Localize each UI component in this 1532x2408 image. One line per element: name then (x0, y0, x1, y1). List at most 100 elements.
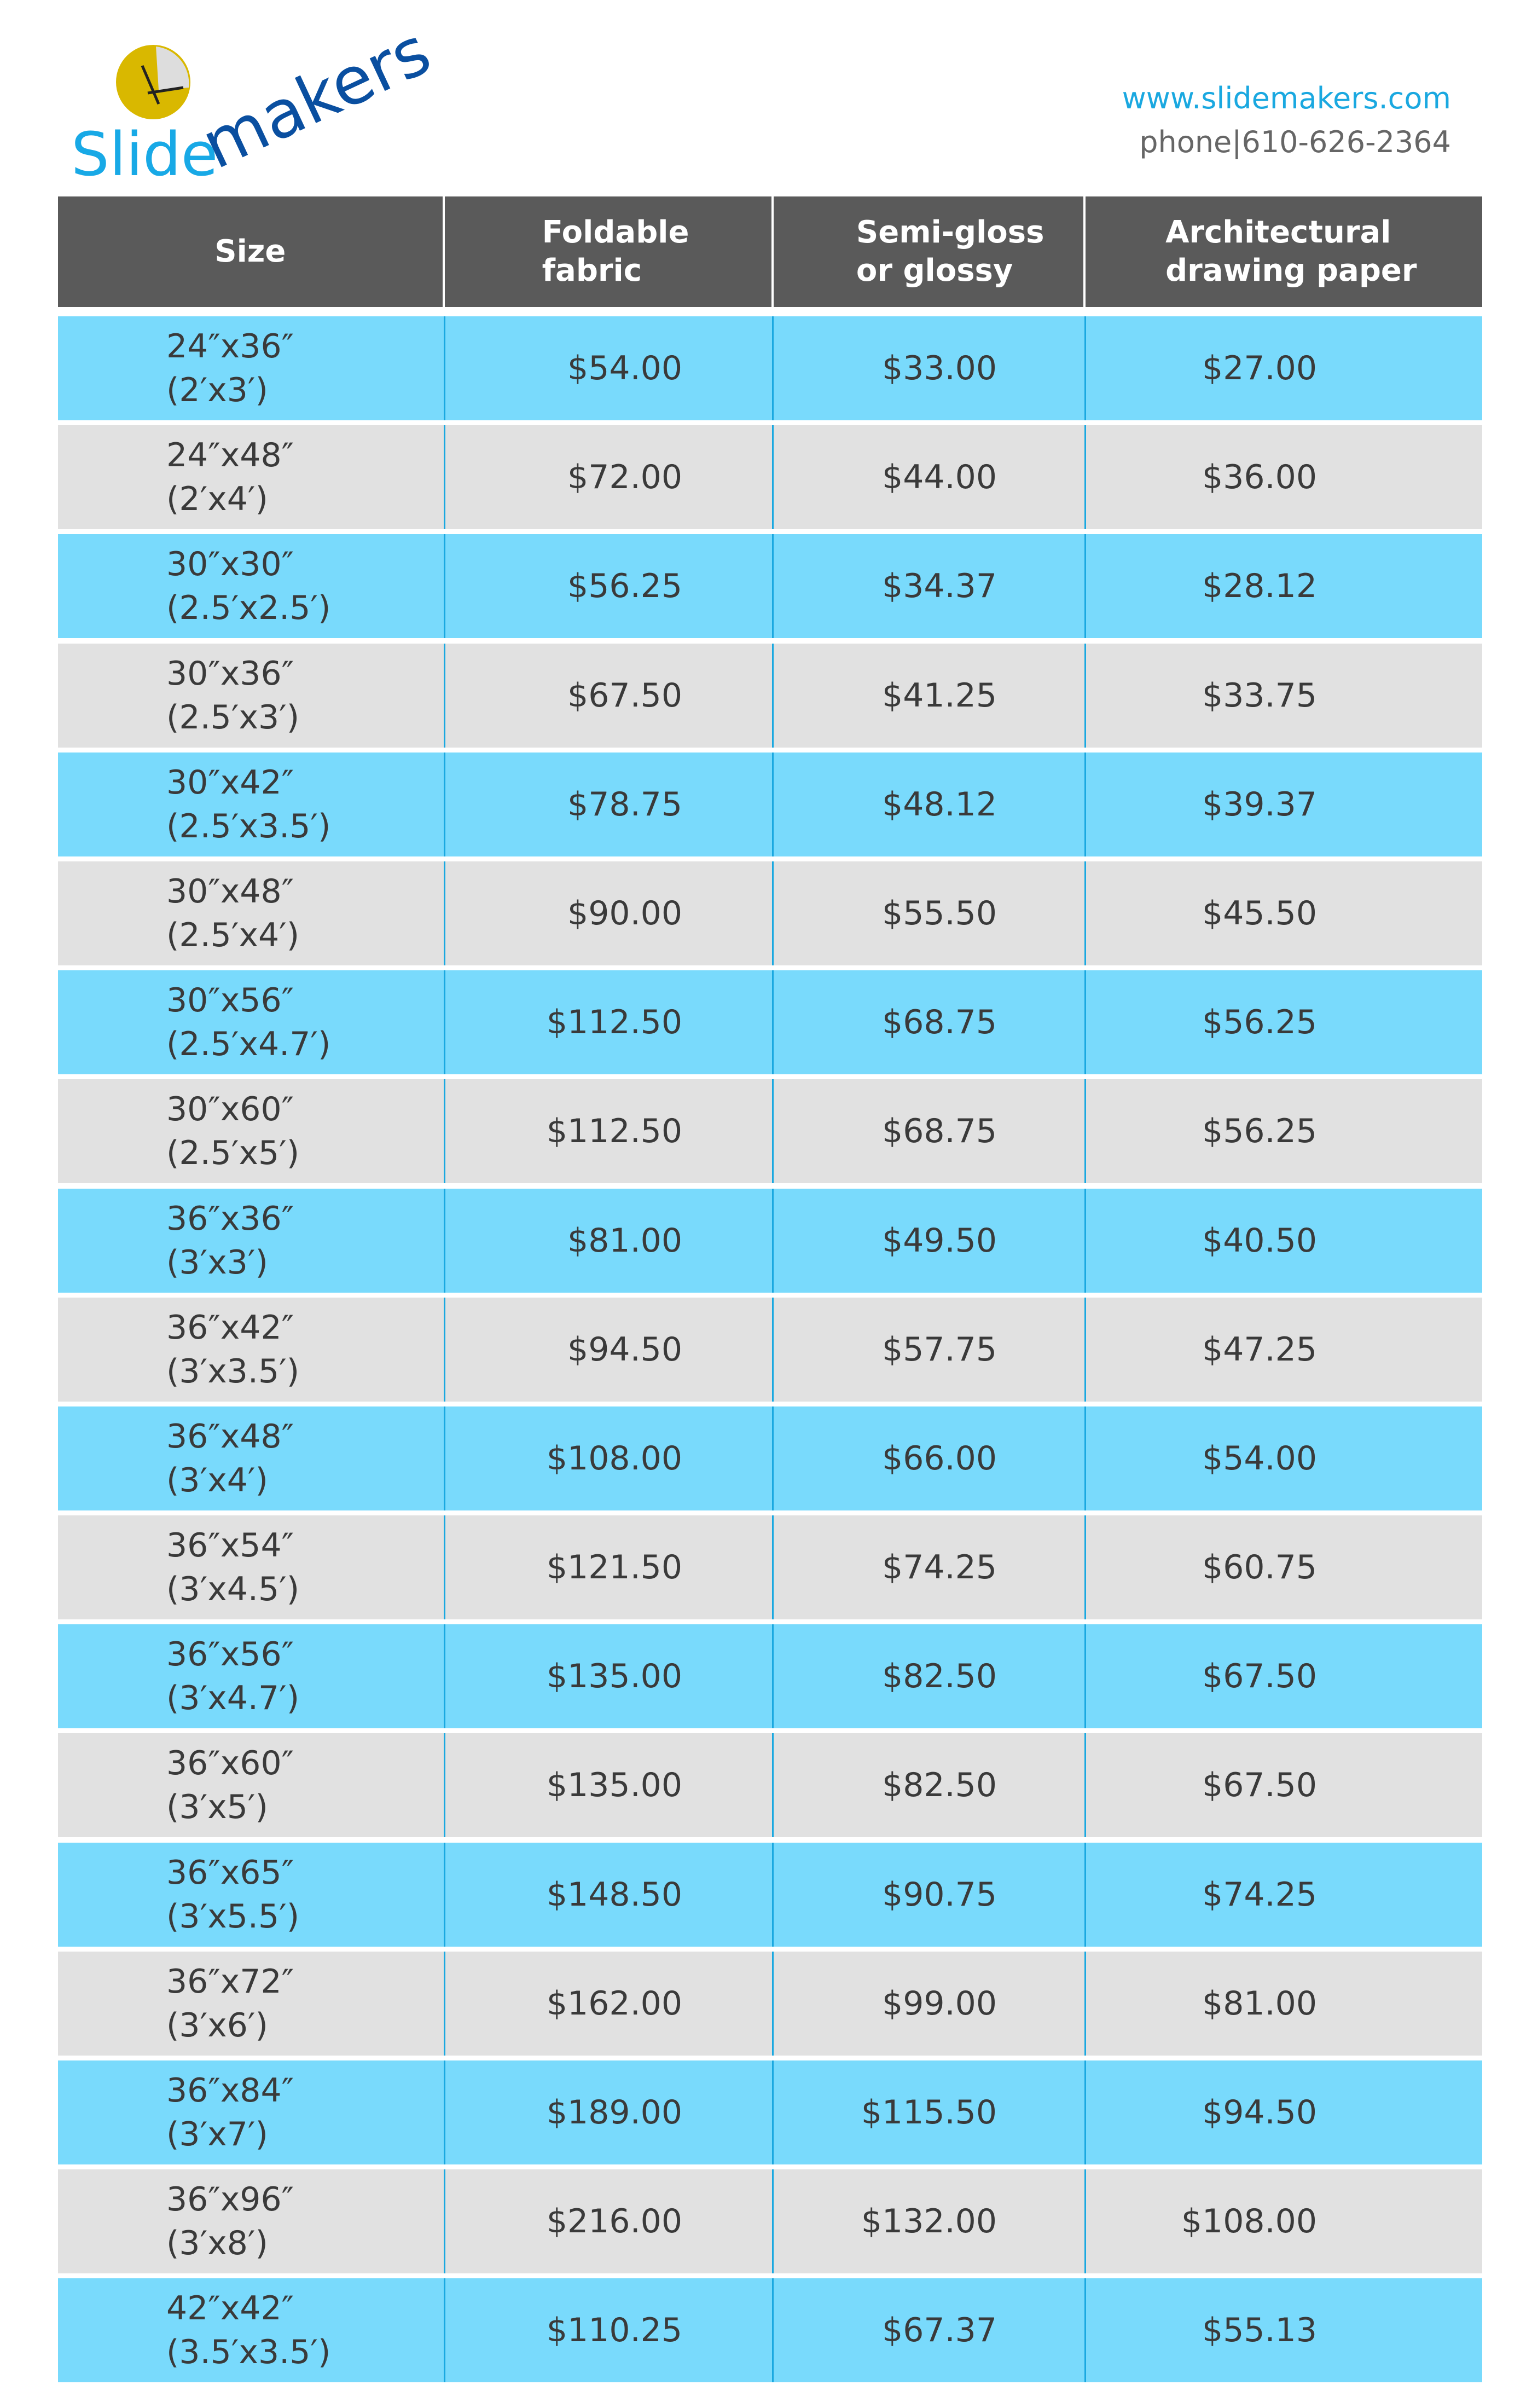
size-feet: (3.5′x3.5′) (166, 2333, 331, 2372)
table-body: 24″x36″ (2′x3′) $54.00 $33.00 $27.00 24″… (58, 316, 1482, 2383)
foldable-fabric-price: $112.50 (444, 1079, 772, 1184)
foldable-fabric-price: $135.00 (444, 1624, 772, 1729)
size-feet: (3′x3′) (166, 1243, 268, 1282)
architectural-paper-price: $74.25 (1084, 1842, 1482, 1947)
size-cell: 36″x72″ (3′x6′) (58, 1952, 444, 2056)
foldable-fabric-price: $112.50 (444, 970, 772, 1075)
size-inches: 36″x36″ (166, 1199, 294, 1238)
size-cell: 30″x36″ (2.5′x3′) (58, 644, 444, 748)
size-feet: (3′x8′) (166, 2224, 268, 2263)
architectural-paper-price: $67.50 (1084, 1624, 1482, 1729)
table-row: 24″x48″ (2′x4′) $72.00 $44.00 $36.00 (58, 425, 1482, 530)
semi-gloss-price: $132.00 (772, 2169, 1084, 2274)
semi-gloss-price: $68.75 (772, 970, 1084, 1075)
header-label: Size (214, 234, 286, 269)
header-label: Architectural drawing paper (1165, 215, 1417, 288)
foldable-fabric-price: $56.25 (444, 534, 772, 639)
size-inches: 30″x60″ (166, 1090, 294, 1129)
architectural-paper-price: $94.50 (1084, 2060, 1482, 2164)
foldable-fabric-price: $148.50 (444, 1842, 772, 1947)
size-cell: 36″x96″ (3′x8′) (58, 2169, 444, 2273)
semi-gloss-price: $49.50 (772, 1188, 1084, 1293)
semi-gloss-price: $67.37 (772, 2278, 1084, 2383)
size-inches: 36″x84″ (166, 2071, 294, 2110)
size-feet: (3′x4.7′) (166, 1679, 300, 1718)
foldable-fabric-price: $54.00 (444, 316, 772, 420)
size-inches: 36″x48″ (166, 1417, 294, 1456)
size-feet: (2.5′x4′) (166, 916, 300, 954)
size-inches: 24″x48″ (166, 436, 294, 475)
semi-gloss-price: $99.00 (772, 1951, 1084, 2056)
slidemakers-logo: Slide makers (66, 13, 460, 189)
foldable-fabric-price: $72.00 (444, 425, 772, 530)
size-cell: 30″x30″ (2.5′x2.5′) (58, 534, 444, 638)
table-row: 36″x36″ (3′x3′) $81.00 $49.50 $40.50 (58, 1188, 1482, 1293)
table-row: 30″x30″ (2.5′x2.5′) $56.25 $34.37 $28.12 (58, 534, 1482, 639)
price-table: Size Foldable fabric Semi-gloss or gloss… (58, 196, 1482, 2388)
logo-text-makers: makers (191, 38, 442, 184)
size-cell: 36″x42″ (3′x3.5′) (58, 1298, 444, 1402)
foldable-fabric-price: $67.50 (444, 643, 772, 748)
foldable-fabric-price: $94.50 (444, 1297, 772, 1402)
architectural-paper-price: $40.50 (1084, 1188, 1482, 1293)
foldable-fabric-price: $135.00 (444, 1733, 772, 1838)
semi-gloss-price: $57.75 (772, 1297, 1084, 1402)
size-inches: 30″x56″ (166, 981, 294, 1020)
size-feet: (2.5′x5′) (166, 1134, 300, 1173)
table-row: 36″x42″ (3′x3.5′) $94.50 $57.75 $47.25 (58, 1297, 1482, 1402)
size-cell: 36″x48″ (3′x4′) (58, 1406, 444, 1510)
semi-gloss-price: $44.00 (772, 425, 1084, 530)
size-cell: 36″x65″ (3′x5.5′) (58, 1843, 444, 1947)
size-cell: 36″x36″ (3′x3′) (58, 1189, 444, 1293)
size-inches: 36″x72″ (166, 1962, 294, 2001)
table-row: 36″x72″ (3′x6′) $162.00 $99.00 $81.00 (58, 1951, 1482, 2056)
size-cell: 36″x84″ (3′x7′) (58, 2060, 444, 2164)
size-inches: 36″x54″ (166, 1526, 294, 1565)
size-cell: 36″x56″ (3′x4.7′) (58, 1624, 444, 1728)
size-inches: 24″x36″ (166, 327, 294, 366)
foldable-fabric-price: $90.00 (444, 861, 772, 965)
architectural-paper-price: $56.25 (1084, 970, 1482, 1075)
architectural-paper-price: $28.12 (1084, 534, 1482, 639)
table-row: 30″x60″ (2.5′x5′) $112.50 $68.75 $56.25 (58, 1079, 1482, 1184)
contact-info: www.slidemakers.com phone|610-626-2364 (1122, 77, 1451, 164)
header-semi-gloss: Semi-gloss or glossy (773, 196, 1084, 307)
size-inches: 30″x48″ (166, 872, 294, 911)
size-cell: 30″x42″ (2.5′x3.5′) (58, 752, 444, 856)
phone-number: phone|610-626-2364 (1139, 125, 1451, 159)
size-inches: 30″x42″ (166, 763, 294, 802)
size-inches: 36″x56″ (166, 1635, 294, 1674)
size-cell: 24″x48″ (2′x4′) (58, 425, 444, 529)
foldable-fabric-price: $216.00 (444, 2169, 772, 2274)
architectural-paper-price: $36.00 (1084, 425, 1482, 530)
size-feet: (2.5′x2.5′) (166, 589, 331, 628)
size-cell: 24″x36″ (2′x3′) (58, 316, 444, 420)
architectural-paper-price: $47.25 (1084, 1297, 1482, 1402)
architectural-paper-price: $81.00 (1084, 1951, 1482, 2056)
size-feet: (2.5′x3.5′) (166, 807, 331, 846)
table-row: 36″x48″ (3′x4′) $108.00 $66.00 $54.00 (58, 1406, 1482, 1510)
size-feet: (3′x3.5′) (166, 1352, 300, 1391)
table-row: 36″x84″ (3′x7′) $189.00 $115.50 $94.50 (58, 2060, 1482, 2164)
architectural-paper-price: $60.75 (1084, 1515, 1482, 1620)
website-link[interactable]: www.slidemakers.com (1122, 81, 1451, 115)
architectural-paper-price: $33.75 (1084, 643, 1482, 748)
foldable-fabric-price: $81.00 (444, 1188, 772, 1293)
size-cell: 36″x54″ (3′x4.5′) (58, 1515, 444, 1619)
size-cell: 42″x42″ (3.5′x3.5′) (58, 2278, 444, 2382)
size-feet: (2′x4′) (166, 480, 268, 519)
size-feet: (3′x4′) (166, 1461, 268, 1500)
semi-gloss-price: $33.00 (772, 316, 1084, 420)
semi-gloss-price: $74.25 (772, 1515, 1084, 1620)
header-architectural-paper: Architectural drawing paper (1086, 196, 1482, 307)
table-row: 36″x60″ (3′x5′) $135.00 $82.50 $67.50 (58, 1733, 1482, 1838)
size-inches: 36″x60″ (166, 1744, 294, 1783)
size-feet: (3′x6′) (166, 2006, 268, 2045)
foldable-fabric-price: $108.00 (444, 1406, 772, 1510)
table-row: 36″x96″ (3′x8′) $216.00 $132.00 $108.00 (58, 2169, 1482, 2274)
architectural-paper-price: $108.00 (1084, 2169, 1482, 2274)
header-label: Semi-gloss or glossy (856, 215, 1044, 288)
semi-gloss-price: $55.50 (772, 861, 1084, 965)
logo-graphic: Slide makers (71, 13, 442, 189)
size-inches: 30″x36″ (166, 654, 294, 693)
